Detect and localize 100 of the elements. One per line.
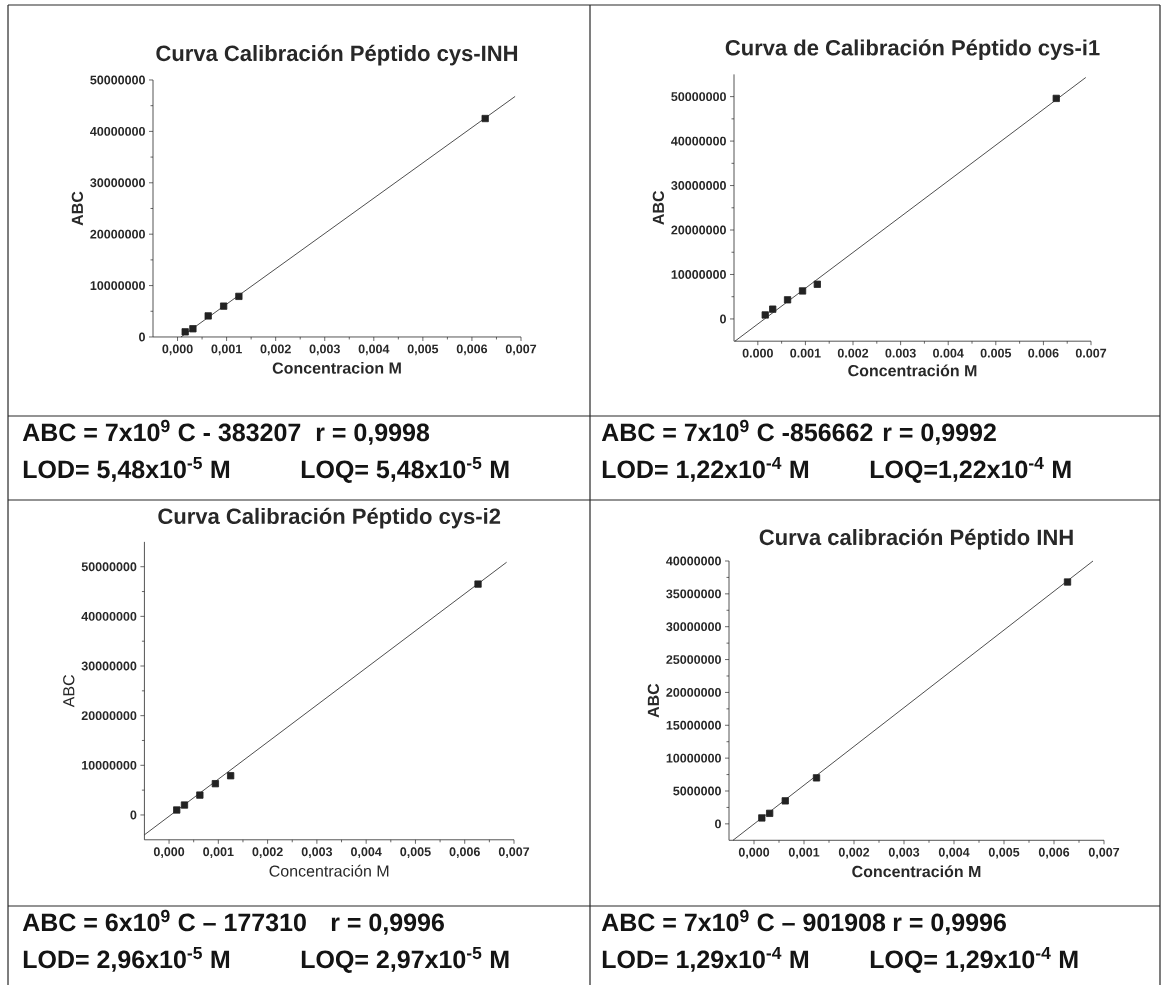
chart-title: Curva Calibración Péptido cys-INH — [156, 44, 518, 66]
point — [227, 772, 235, 780]
x-tick-label: 0.004 — [933, 348, 964, 358]
x-tick-label: 0.001 — [790, 348, 821, 358]
point — [189, 325, 197, 333]
point — [196, 791, 204, 799]
x-tick-label: 0,003 — [301, 847, 333, 858]
point — [812, 774, 821, 782]
x-tick-label: 0,007 — [498, 847, 530, 858]
y-tick-label: 30000000 — [90, 178, 145, 188]
x-axis-title: Concentración M — [852, 865, 981, 878]
x-tick-label: 0,001 — [203, 847, 234, 858]
chart-title: Curva Calibración Péptido cys-i2 — [158, 507, 501, 529]
y-axis-title: ABC — [63, 674, 75, 708]
y-axis-title: ABC — [647, 683, 660, 718]
x-tick-label: 0.003 — [885, 348, 916, 358]
y-axis-title: ABC — [652, 190, 665, 225]
x-tick-label: 0,002 — [252, 847, 283, 858]
x-axis-title: Concentración M — [848, 364, 977, 377]
x-tick-label: 0,006 — [456, 344, 488, 356]
point — [758, 814, 766, 822]
text: r = 0,9996 — [331, 913, 444, 935]
x-tick-label: 0,004 — [351, 847, 382, 858]
x-tick-label: 0,007 — [505, 344, 537, 356]
y-tick-label: 30000000 — [81, 661, 137, 671]
x-tick-label: 0,000 — [153, 847, 185, 858]
y-tick-label: 0 — [130, 810, 137, 820]
point — [1063, 578, 1072, 586]
text: LOQ= 5,48x10$^{-5}$ M — [301, 456, 509, 483]
text: LOD= 2,96x10$^{-5}$ M — [23, 946, 230, 972]
text: r = 0,9992 — [883, 423, 996, 445]
y-tick-label: 20000000 — [81, 711, 137, 721]
x-tick-label: 0.002 — [837, 348, 869, 358]
x-tick-label: 0,005 — [400, 847, 431, 858]
y-tick-label: 50000000 — [671, 92, 726, 102]
point — [211, 780, 219, 788]
y-axis-title: ABC — [71, 191, 84, 226]
y-tick-label: 25000000 — [666, 655, 721, 664]
point — [235, 292, 243, 300]
point — [220, 302, 228, 310]
y-tick-label: 35000000 — [666, 589, 721, 599]
point — [181, 328, 189, 336]
text: ABC = 7x10$^{9}$ C - 383207 — [22, 419, 301, 442]
y-tick-label: 50000000 — [81, 562, 137, 572]
y-tick-label: 20000000 — [90, 229, 145, 239]
y-tick-label: 50000000 — [90, 75, 145, 85]
y-tick-label: 40000000 — [666, 556, 721, 566]
text: r = 0,9996 — [893, 913, 1006, 935]
y-tick-label: 0 — [720, 314, 726, 324]
x-tick-label: 0.006 — [1028, 348, 1059, 358]
x-axis-title: Concentración M — [269, 864, 389, 877]
text: LOQ=1,22x10$^{-4}$ M — [870, 456, 1071, 483]
y-tick-label: 30000000 — [671, 181, 726, 190]
point — [474, 580, 482, 588]
x-tick-label: 0.005 — [980, 348, 1012, 358]
text: LOD= 5,48x10$^{-5}$ M — [23, 456, 230, 482]
y-tick-label: 15000000 — [666, 720, 721, 730]
y-tick-label: 10000000 — [671, 270, 726, 279]
x-tick-label: 0,004 — [358, 344, 390, 356]
point — [781, 797, 789, 805]
x-tick-label: 0,000 — [738, 847, 770, 859]
y-tick-label: 30000000 — [666, 622, 721, 632]
y-tick-label: 5000000 — [673, 786, 721, 796]
point — [769, 305, 777, 313]
text: ABC = 7x10$^{9}$ C -856662 — [601, 419, 873, 442]
x-tick-label: 0,005 — [407, 344, 439, 356]
x-tick-label: 0,001 — [211, 344, 242, 356]
y-tick-label: 10000000 — [666, 753, 721, 763]
point — [204, 312, 212, 320]
text: r = 0,9998 — [316, 423, 430, 445]
y-tick-label: 20000000 — [671, 225, 726, 235]
point — [481, 114, 489, 123]
point — [783, 296, 792, 304]
point — [1052, 94, 1060, 102]
x-tick-label: 0.007 — [1075, 348, 1107, 358]
y-tick-label: 40000000 — [671, 136, 726, 146]
x-tick-label: 0,003 — [888, 847, 920, 859]
y-tick-label: 10000000 — [90, 281, 145, 291]
y-tick-label: 40000000 — [81, 611, 137, 621]
text: ABC = 6x10$^{9}$ C – 177310 — [22, 909, 306, 932]
x-tick-label: 0.000 — [742, 348, 773, 358]
chart-title: Curva calibración Péptido INH — [759, 528, 1073, 550]
chart-title: Curva de Calibración Péptido cys-i1 — [725, 39, 1100, 60]
point — [761, 311, 769, 319]
x-tick-label: 0,006 — [1038, 847, 1070, 859]
y-tick-label: 10000000 — [82, 760, 137, 770]
y-tick-label: 0 — [715, 819, 721, 829]
text: ABC = 7x10$^{9}$ C – 901908 — [601, 909, 886, 932]
point — [766, 809, 774, 817]
x-tick-label: 0,002 — [838, 847, 870, 859]
x-axis-title: Concentracion M — [272, 362, 401, 374]
x-tick-label: 0,002 — [260, 344, 291, 356]
x-tick-label: 0,005 — [988, 847, 1020, 859]
y-tick-label: 40000000 — [90, 126, 145, 136]
x-tick-label: 0,001 — [788, 847, 820, 859]
text: LOQ= 2,97x10$^{-5}$ M — [301, 946, 509, 973]
point — [798, 287, 807, 295]
text: LOD= 1,29x10$^{-4}$ M — [602, 946, 809, 972]
point — [180, 801, 189, 809]
x-tick-label: 0,003 — [309, 344, 340, 356]
